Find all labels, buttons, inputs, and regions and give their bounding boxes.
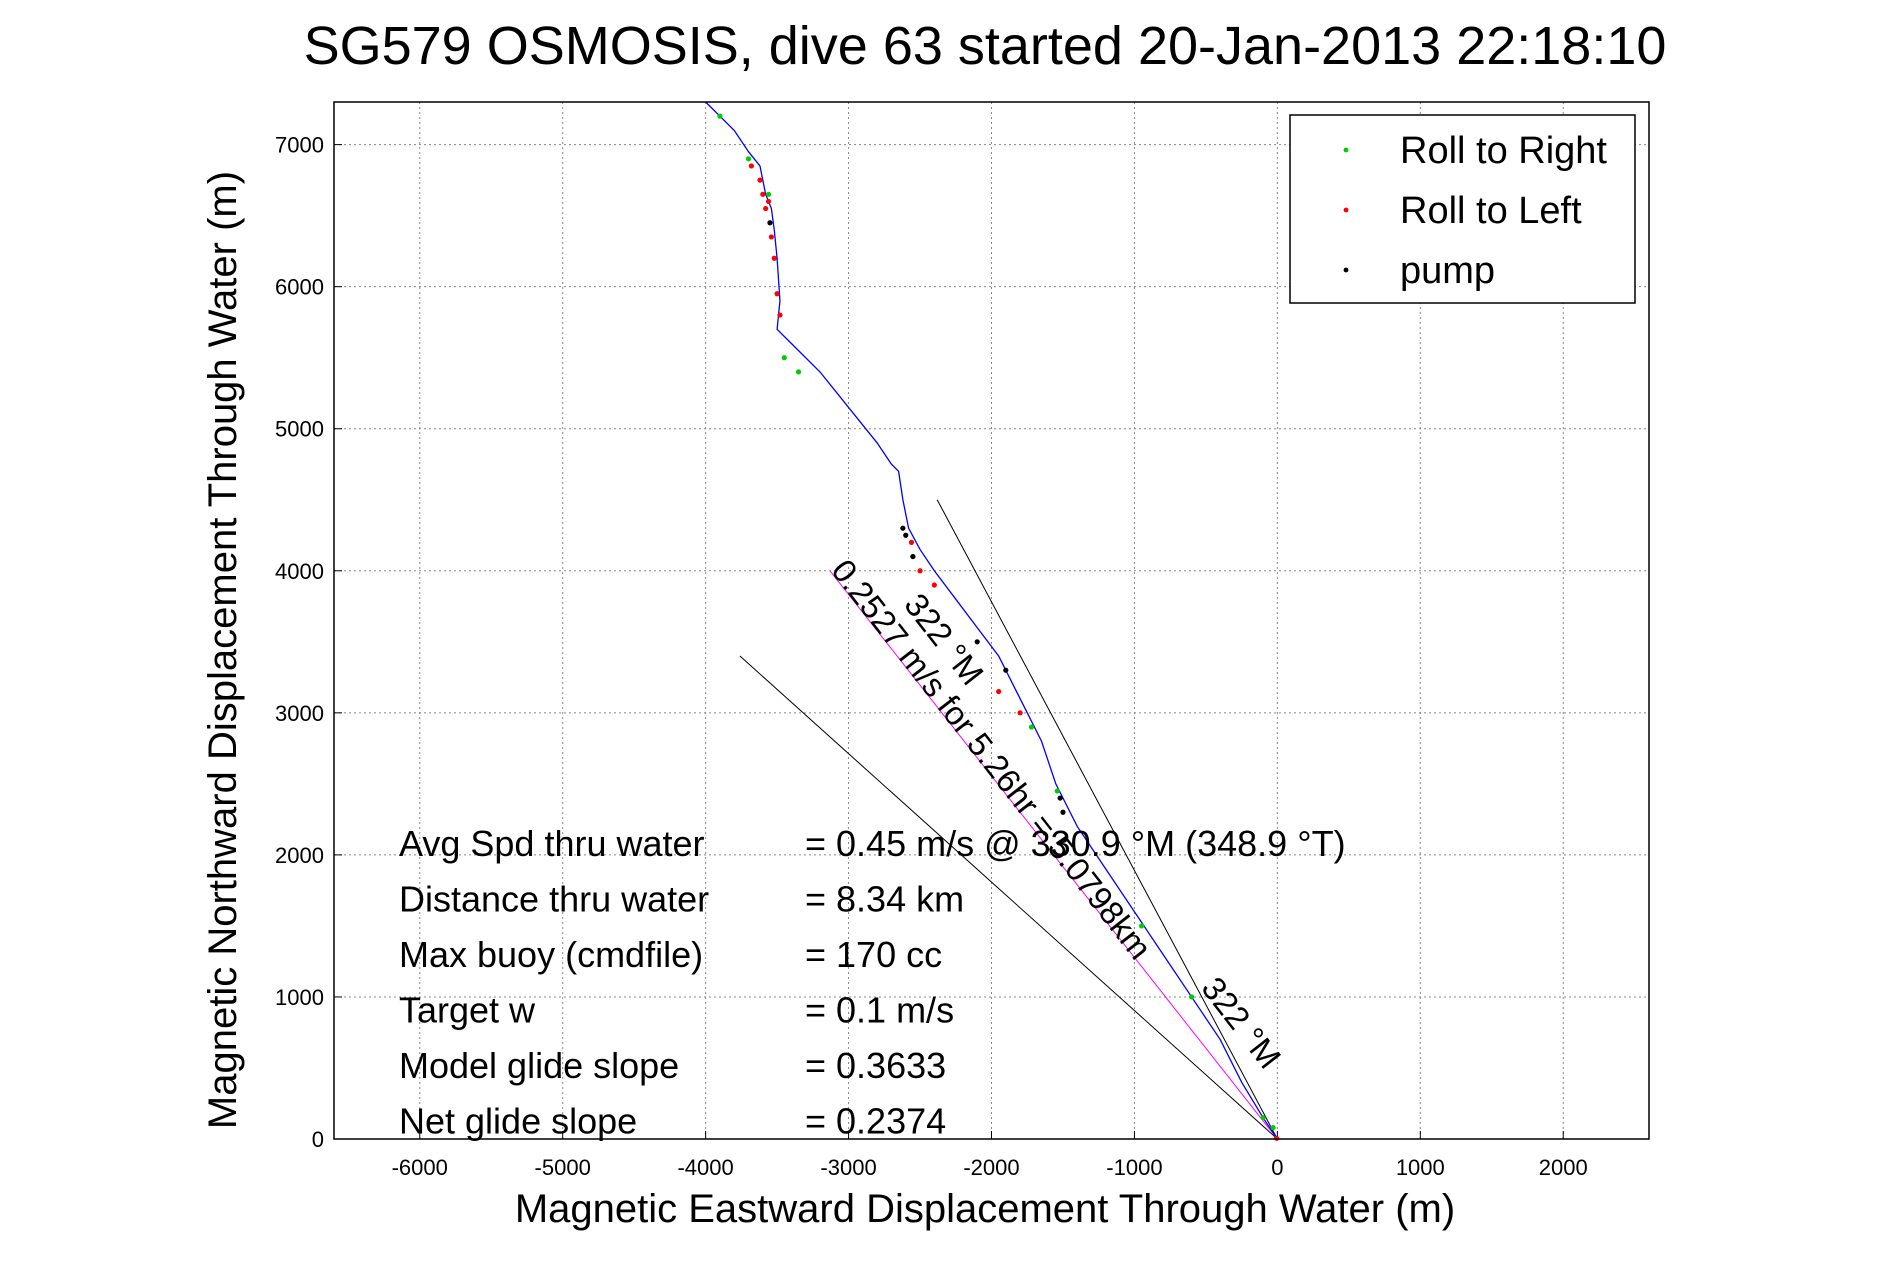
roll-left-point — [760, 191, 766, 197]
roll-left-point — [774, 291, 780, 297]
stat-value: = 170 cc — [805, 934, 942, 975]
pump-point — [903, 532, 909, 538]
x-tick-label: 2000 — [1539, 1155, 1588, 1180]
roll-left-point — [917, 568, 923, 574]
roll-left-point — [771, 255, 777, 261]
roll-right-point — [1054, 788, 1060, 794]
legend-marker — [1343, 207, 1349, 213]
chart-title: SG579 OSMOSIS, dive 63 started 20-Jan-20… — [304, 16, 1667, 76]
reference-lines — [739, 499, 1278, 1140]
stat-label: Net glide slope — [399, 1101, 637, 1142]
y-tick-label: 4000 — [275, 559, 324, 584]
plot-frame — [333, 101, 1650, 1140]
pump-point — [1060, 809, 1066, 815]
roll-left-point — [908, 539, 915, 545]
stat-label: Model glide slope — [399, 1045, 679, 1086]
roll-left-point — [765, 198, 772, 205]
roll-right-point — [1270, 1125, 1276, 1131]
stat-value: = 0.3633 — [805, 1045, 946, 1086]
pump-point — [1057, 795, 1063, 801]
roll-left-point — [757, 177, 763, 183]
stat-label: Distance thru water — [399, 879, 709, 920]
legend-label: pump — [1400, 250, 1495, 292]
roll-right-point — [1260, 1115, 1266, 1121]
stats-block: Avg Spd thru water = 0.45 m/s @ 330.9 °M … — [399, 823, 1346, 1142]
x-tick-label: -4000 — [677, 1155, 733, 1180]
roll-right-point — [1189, 994, 1195, 1000]
stat-value: = 0.1 m/s — [805, 990, 954, 1031]
track-series — [705, 101, 1278, 1140]
reference-line — [829, 570, 1278, 1140]
pump-point — [974, 639, 980, 645]
roll-right-point — [781, 355, 787, 361]
x-tick-label: -2000 — [963, 1155, 1019, 1180]
roll-left-point — [763, 205, 769, 212]
x-tick-label: 1000 — [1396, 1155, 1445, 1180]
roll-left-point — [748, 163, 754, 169]
legend-marker — [1343, 267, 1349, 273]
x-tick-labels: -6000 -5000 -4000 -3000 -2000 -1000 0 1000 2000 — [392, 1155, 1588, 1180]
legend-label: Roll to Right — [1400, 130, 1607, 172]
roll-left-point — [777, 312, 783, 318]
roll-left-point — [931, 582, 937, 588]
y-tick-label: 3000 — [275, 701, 324, 726]
roll-left-point — [768, 234, 774, 240]
stat-label: Avg Spd thru water — [399, 823, 705, 864]
roll-right-point — [1028, 724, 1035, 730]
track-line — [705, 101, 1278, 1140]
x-tick-label: -5000 — [535, 1155, 591, 1180]
y-tick-label: 6000 — [275, 275, 324, 300]
pump-point — [910, 553, 916, 560]
stat-value: = 8.34 km — [805, 879, 964, 920]
stat-label: Target w — [399, 990, 536, 1031]
stat-value: = 0.2374 — [805, 1101, 946, 1142]
roll-right-point — [1138, 923, 1145, 929]
y-tick-label: 1000 — [275, 985, 324, 1010]
reference-line — [739, 655, 1278, 1140]
x-tick-label: -6000 — [392, 1155, 448, 1180]
stat-value: = 0.45 m/s @ 330.9 °M (348.9 °T) — [805, 823, 1346, 864]
y-tick-label: 2000 — [275, 843, 324, 868]
roll-right-point — [745, 156, 752, 162]
pump-point — [767, 220, 773, 226]
y-tick-labels: 0 1000 2000 3000 4000 5000 6000 7000 — [275, 133, 324, 1152]
roll-right-point — [795, 369, 802, 375]
y-tick-label: 7000 — [275, 133, 324, 158]
legend-label: Roll to Left — [1400, 190, 1582, 232]
stat-label: Max buoy (cmdfile) — [399, 934, 703, 975]
roll-right-point — [765, 191, 772, 197]
pump-point — [1003, 667, 1009, 673]
roll-left-point — [996, 688, 1002, 695]
legend: Roll to Right Roll to Left pump — [1289, 114, 1636, 304]
y-tick-label: 0 — [312, 1127, 324, 1152]
x-tick-label: 0 — [1271, 1155, 1283, 1180]
x-axis-label: Magnetic Eastward Displacement Through W… — [515, 1187, 1455, 1231]
y-tick-label: 5000 — [275, 417, 324, 442]
y-axis-label: Magnetic Northward Displacement Through … — [201, 171, 245, 1129]
x-tick-label: -3000 — [820, 1155, 876, 1180]
reference-line — [936, 499, 1278, 1140]
roll-left-point — [1017, 710, 1023, 716]
legend-marker — [1343, 147, 1349, 153]
pump-point — [900, 525, 906, 531]
roll-right-point — [717, 113, 723, 119]
x-tick-label: -1000 — [1106, 1155, 1162, 1180]
